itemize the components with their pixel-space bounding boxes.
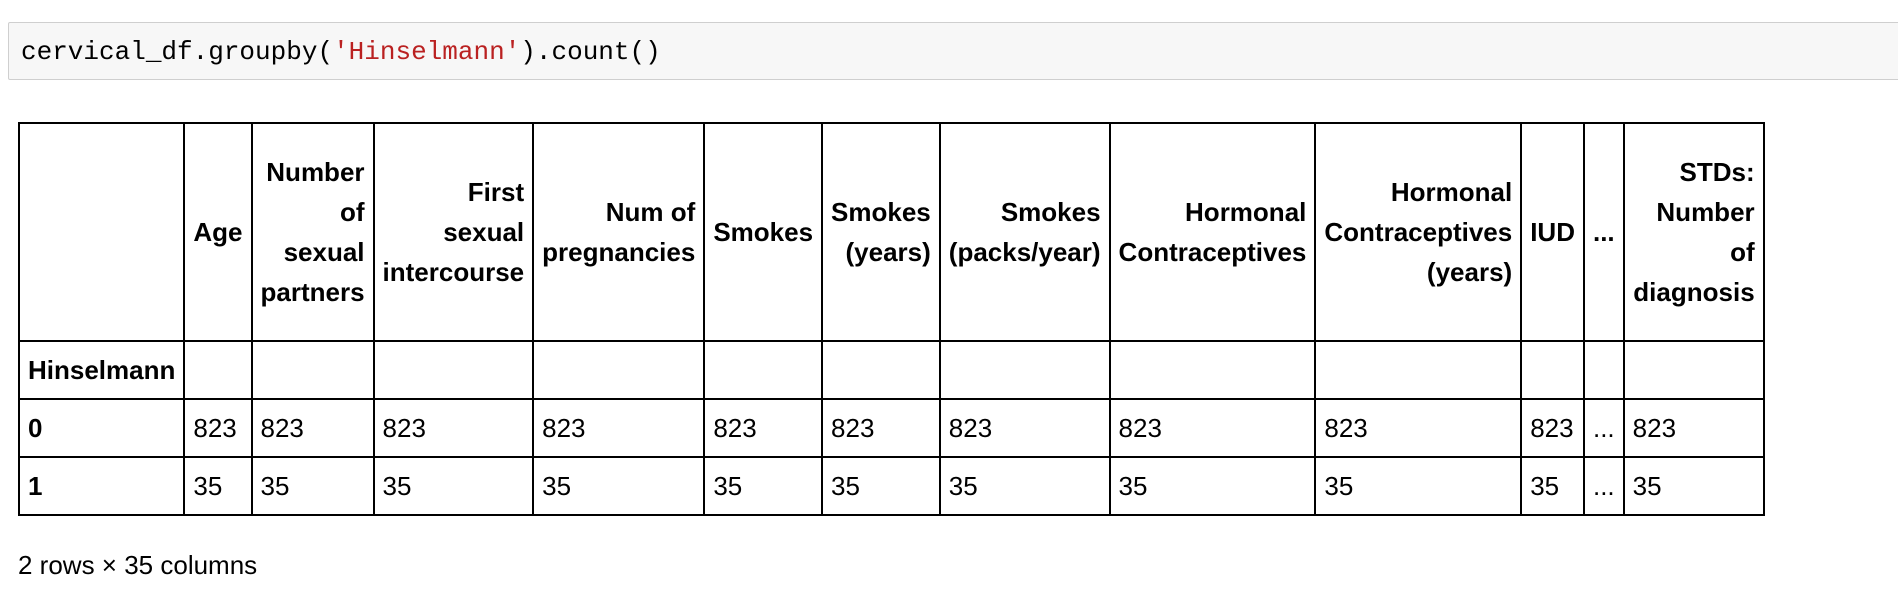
empty-header-cell — [1520, 340, 1585, 400]
table-cell: 823 — [703, 398, 824, 458]
column-header: Age — [183, 122, 253, 342]
column-header-ellipsis: ... — [1582, 122, 1625, 342]
row-index: 1 — [17, 456, 186, 516]
index-name: Hinselmann — [17, 340, 186, 400]
table-cell: 35 — [183, 456, 253, 516]
table-cell: 35 — [703, 456, 824, 516]
index-header-corner — [17, 122, 186, 342]
column-header: Smokes (packs/year) — [938, 122, 1111, 342]
column-header: Hormonal Contraceptives (years) — [1314, 122, 1523, 342]
table-cell: 823 — [821, 398, 941, 458]
table-cell: 823 — [1622, 398, 1765, 458]
empty-header-cell — [532, 340, 706, 400]
table-cell: 35 — [250, 456, 375, 516]
table-cell: 35 — [1314, 456, 1523, 516]
row-index: 0 — [17, 398, 186, 458]
empty-header-cell — [183, 340, 253, 400]
table-cell: 35 — [1622, 456, 1765, 516]
table-cell-ellipsis: ... — [1582, 398, 1625, 458]
column-header: First sexual intercourse — [372, 122, 535, 342]
table-cell: 35 — [938, 456, 1111, 516]
table-cell: 823 — [532, 398, 706, 458]
table-cell: 823 — [1520, 398, 1585, 458]
code-string-literal: 'Hinselmann' — [333, 37, 521, 67]
column-header: Smokes (years) — [821, 122, 941, 342]
table-row: 1 35 35 35 35 35 35 35 35 35 35 ... 35 — [17, 456, 1765, 516]
code-prefix: cervical_df.groupby( — [21, 37, 334, 67]
index-name-row: Hinselmann — [17, 340, 1765, 400]
column-header: Num of pregnancies — [532, 122, 706, 342]
table-cell: 823 — [183, 398, 253, 458]
column-header-row: Age Number of sexual partners First sexu… — [17, 122, 1765, 342]
table-cell: 823 — [938, 398, 1111, 458]
table-cell: 35 — [1108, 456, 1317, 516]
table-cell: 823 — [1314, 398, 1523, 458]
table-cell: 35 — [372, 456, 535, 516]
empty-header-cell — [1314, 340, 1523, 400]
empty-header-cell — [703, 340, 824, 400]
dataframe-table: Age Number of sexual partners First sexu… — [17, 122, 1765, 516]
table-cell-ellipsis: ... — [1582, 456, 1625, 516]
column-header: IUD — [1520, 122, 1585, 342]
column-header: Hormonal Contraceptives — [1108, 122, 1317, 342]
empty-header-cell — [1582, 340, 1625, 400]
column-header: Number of sexual partners — [250, 122, 375, 342]
table-cell: 35 — [1520, 456, 1585, 516]
table-cell: 823 — [250, 398, 375, 458]
empty-header-cell — [250, 340, 375, 400]
column-header: Smokes — [703, 122, 824, 342]
empty-header-cell — [1108, 340, 1317, 400]
table-cell: 823 — [1108, 398, 1317, 458]
table-cell: 823 — [372, 398, 535, 458]
empty-header-cell — [938, 340, 1111, 400]
table-shape-footer: 2 rows × 35 columns — [18, 550, 258, 580]
empty-header-cell — [372, 340, 535, 400]
table-cell: 35 — [821, 456, 941, 516]
empty-header-cell — [1622, 340, 1765, 400]
output-area: Age Number of sexual partners First sexu… — [17, 122, 1765, 516]
table-cell: 35 — [532, 456, 706, 516]
empty-header-cell — [821, 340, 941, 400]
code-suffix: ).count() — [520, 37, 661, 67]
column-header: STDs: Number of diagnosis — [1622, 122, 1765, 342]
table-row: 0 823 823 823 823 823 823 823 823 823 82… — [17, 398, 1765, 458]
code-cell[interactable]: cervical_df.groupby('Hinselmann').count(… — [8, 22, 1898, 80]
